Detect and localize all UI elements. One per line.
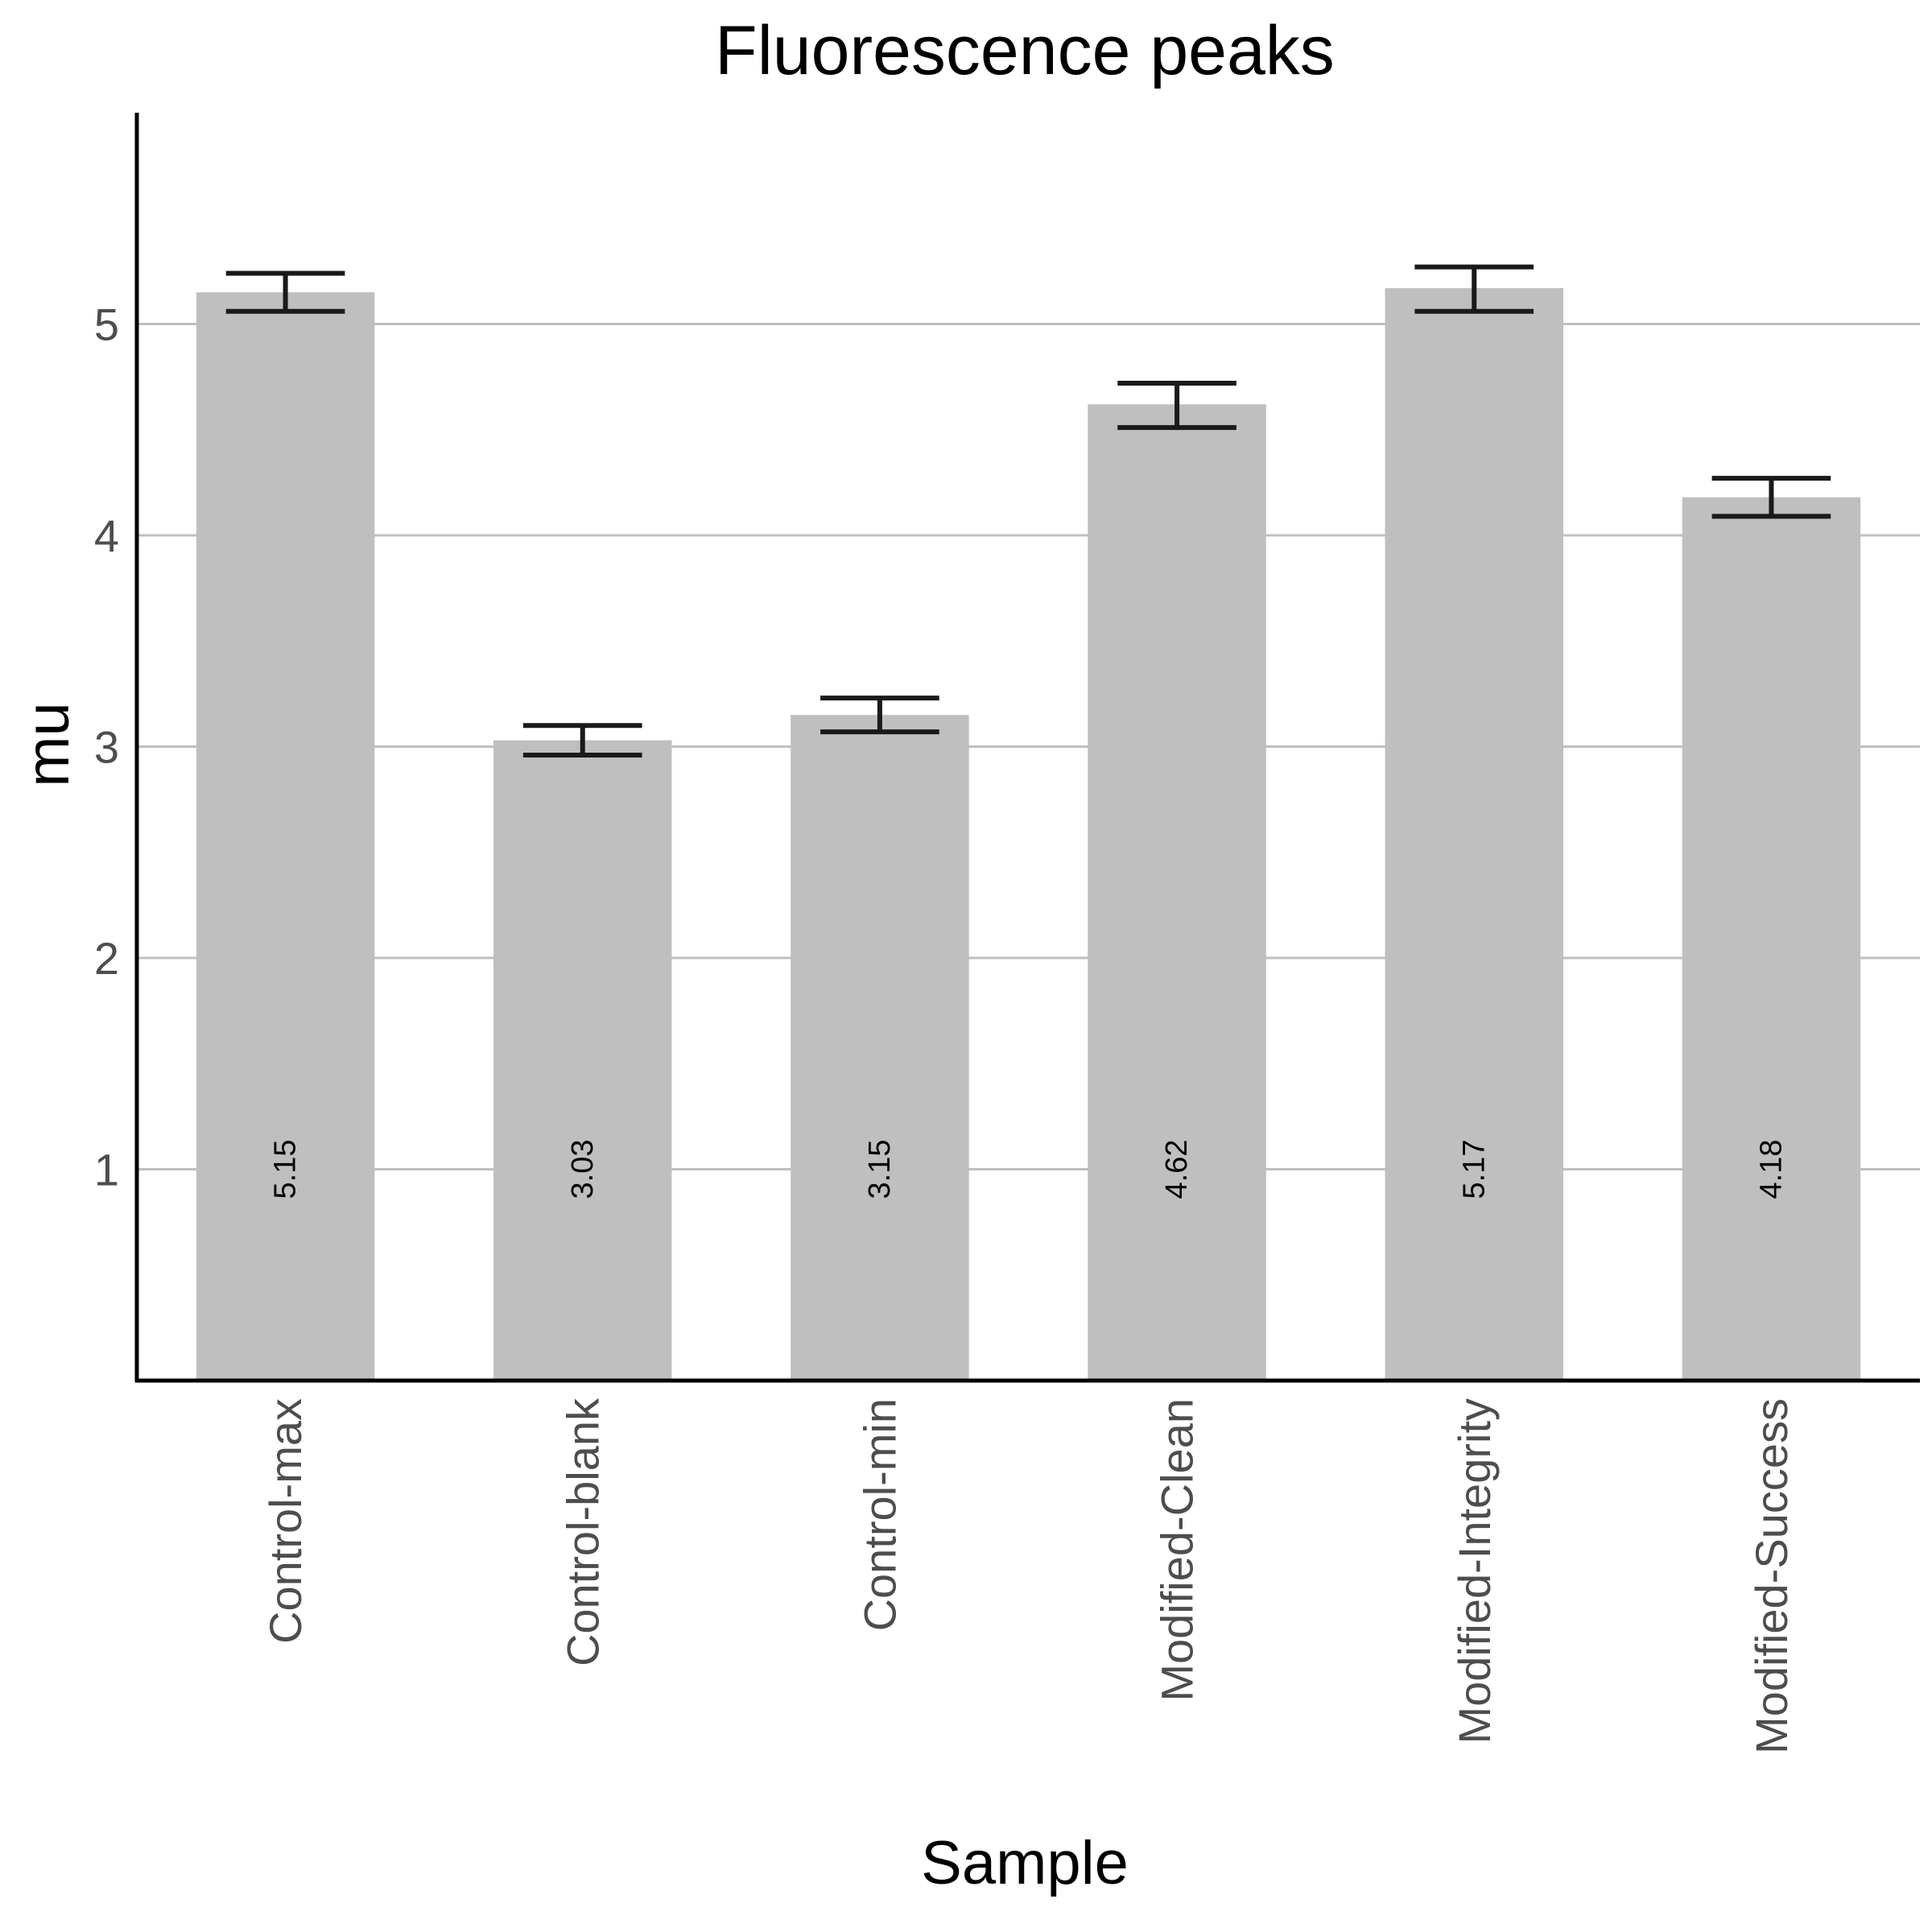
x-tick-label: Modified-Integrity <box>1449 1398 1500 1744</box>
y-tick-label: 1 <box>94 1145 119 1195</box>
x-tick-label: Control-max <box>260 1398 311 1644</box>
axes <box>134 113 1920 1383</box>
bar <box>196 292 375 1381</box>
error-bar <box>820 696 939 735</box>
bar <box>1088 404 1266 1381</box>
x-tick-label: Control-min <box>854 1398 905 1631</box>
y-axis-title: mu <box>14 702 82 787</box>
data-label: 4.18 <box>1754 1140 1788 1199</box>
grid-lines <box>137 323 1920 1170</box>
x-tick-labels: Control-max Control-blank Control-min Modif… <box>260 1397 1797 1754</box>
x-tick-label: Modified-Clean <box>1152 1398 1203 1702</box>
bar <box>493 740 672 1381</box>
y-tick-label: 3 <box>94 722 119 773</box>
error-bar <box>1414 264 1534 314</box>
y-tick-label: 5 <box>94 299 119 350</box>
y-tick-label: 4 <box>94 510 119 561</box>
bars <box>196 287 1861 1381</box>
y-tick-label: 2 <box>94 933 119 984</box>
data-label: 5.15 <box>269 1140 303 1199</box>
data-label: 3.03 <box>566 1140 600 1199</box>
y-tick-labels: 1 2 3 4 5 <box>94 299 119 1195</box>
chart-title: Fluorescence peaks <box>715 12 1335 89</box>
bar <box>1385 287 1563 1381</box>
x-axis-title: Sample <box>921 1829 1129 1897</box>
error-bars <box>225 264 1831 758</box>
data-label: 5.17 <box>1457 1140 1491 1199</box>
data-label: 4.62 <box>1160 1140 1194 1199</box>
data-labels: 5.15 3.03 3.15 4.62 5.17 4.18 <box>269 1140 1789 1199</box>
error-bar <box>1711 476 1831 519</box>
x-tick-label: Modified-Success <box>1746 1398 1797 1754</box>
bar <box>1682 497 1861 1381</box>
bar <box>791 715 969 1381</box>
error-bar <box>225 270 345 314</box>
data-label: 3.15 <box>863 1140 897 1199</box>
error-bar <box>1117 381 1236 431</box>
error-bar <box>522 723 642 758</box>
x-tick-label: Control-blank <box>557 1397 608 1666</box>
